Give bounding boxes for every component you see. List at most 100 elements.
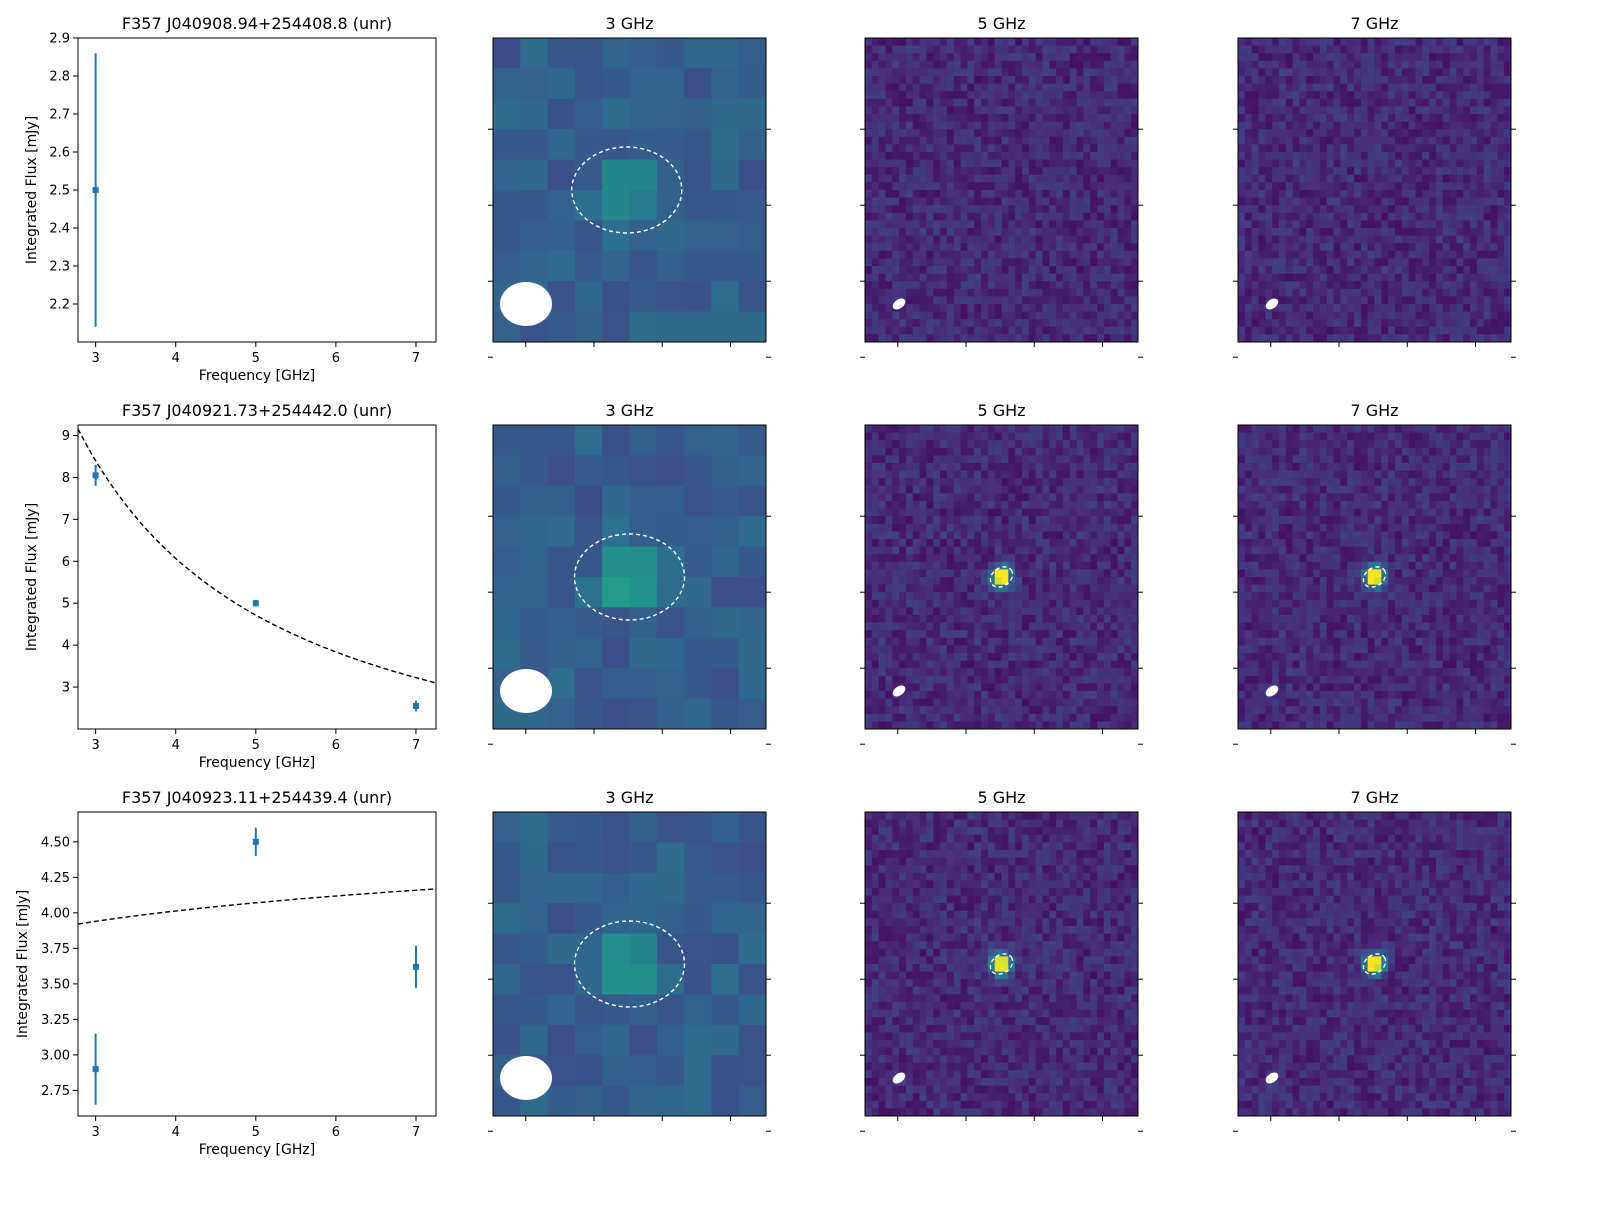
image-pixel — [1408, 311, 1416, 320]
image-pixel — [1117, 531, 1125, 540]
image-pixel — [1124, 539, 1132, 548]
image-pixel — [926, 615, 934, 624]
image-pixel — [1042, 683, 1050, 692]
image-pixel — [1028, 485, 1037, 494]
image-pixel — [1490, 326, 1498, 335]
image-pixel — [1408, 121, 1416, 130]
image-pixel — [1483, 250, 1492, 259]
image-pixel — [905, 675, 914, 684]
image-pixel — [1069, 326, 1078, 335]
image-pixel — [1110, 83, 1119, 92]
image-pixel — [926, 539, 934, 548]
image-pixel — [1056, 197, 1064, 206]
image-pixel — [1354, 114, 1362, 123]
image-pixel — [1244, 38, 1253, 47]
image-pixel — [1110, 129, 1119, 138]
image-pixel — [1244, 296, 1253, 305]
image-pixel — [1110, 599, 1119, 608]
image-pixel — [1056, 205, 1064, 214]
image-pixel — [1103, 326, 1112, 335]
image-pixel — [899, 152, 907, 161]
image-pixel — [1422, 281, 1430, 290]
image-pixel — [994, 425, 1002, 434]
image-pixel — [1131, 53, 1139, 62]
image-pixel — [1117, 546, 1125, 555]
image-pixel — [926, 152, 934, 161]
image-pixel — [1035, 485, 1043, 494]
image-pixel — [1110, 235, 1119, 244]
image-pixel — [967, 243, 975, 252]
image-pixel — [967, 516, 975, 525]
image-pixel — [1381, 98, 1389, 107]
image-pixel — [1340, 76, 1348, 85]
image-pixel — [967, 508, 975, 517]
image-pixel — [981, 485, 989, 494]
image-pixel — [1299, 190, 1307, 199]
image-pixel — [912, 197, 921, 206]
image-pixel — [1103, 493, 1112, 502]
image-pixel — [1470, 319, 1478, 328]
image-pixel — [1124, 311, 1132, 320]
image-pixel — [1326, 326, 1335, 335]
image-pixel — [919, 235, 927, 244]
image-pixel — [1497, 152, 1505, 161]
image-pixel — [1124, 334, 1132, 343]
image-pixel — [940, 190, 948, 199]
image-pixel — [1035, 76, 1043, 85]
image-pixel — [892, 167, 900, 176]
image-pixel — [1076, 326, 1084, 335]
image-pixel — [1042, 258, 1050, 267]
image-pixel — [1374, 60, 1382, 69]
image-pixel — [899, 660, 907, 669]
image-pixel — [1272, 60, 1280, 69]
image-pixel — [960, 152, 968, 161]
image-pixel — [1360, 144, 1369, 153]
image-pixel — [1110, 273, 1119, 282]
image-pixel — [1456, 304, 1464, 313]
image-pixel — [933, 144, 941, 153]
image-pixel — [1408, 68, 1416, 77]
image-pixel — [1360, 98, 1369, 107]
image-pixel — [1015, 554, 1023, 563]
image-pixel — [967, 68, 975, 77]
image-pixel — [919, 98, 927, 107]
image-pixel — [892, 607, 900, 616]
image-pixel — [885, 561, 893, 570]
image-pixel — [1258, 68, 1266, 77]
image-pixel — [919, 463, 927, 472]
image-pixel — [1326, 288, 1335, 297]
image-pixel — [974, 455, 982, 464]
image-pixel — [987, 637, 996, 646]
image-pixel — [1117, 630, 1125, 639]
image-pixel — [1015, 630, 1023, 639]
image-pixel — [967, 447, 975, 456]
image-title: 7 GHz — [1350, 14, 1398, 33]
image-pixel — [1504, 288, 1512, 297]
image-pixel — [1258, 98, 1266, 107]
image-pixel — [1299, 121, 1307, 130]
image-pixel — [1333, 190, 1341, 199]
image-pixel — [1117, 296, 1125, 305]
image-pixel — [1035, 615, 1043, 624]
image-pixel — [865, 698, 873, 707]
image-pixel — [987, 683, 996, 692]
image-pixel — [912, 281, 921, 290]
image-pixel — [1490, 38, 1498, 47]
image-pixel — [967, 584, 975, 593]
image-pixel — [946, 485, 955, 494]
image-pixel — [1035, 288, 1043, 297]
image-pixel — [1035, 637, 1043, 646]
image-pixel — [1278, 258, 1287, 267]
image-pixel — [1076, 319, 1084, 328]
image-pixel — [1008, 258, 1016, 267]
image-pixel — [1076, 622, 1084, 631]
image-pixel — [933, 197, 941, 206]
image-pixel — [974, 273, 982, 282]
image-pixel — [1470, 106, 1478, 115]
image-pixel — [1367, 311, 1375, 320]
image-pixel — [1001, 691, 1009, 700]
image-pixel — [1422, 121, 1430, 130]
image-pixel — [1021, 197, 1030, 206]
image-pixel — [1367, 53, 1375, 62]
image-pixel — [974, 584, 982, 593]
